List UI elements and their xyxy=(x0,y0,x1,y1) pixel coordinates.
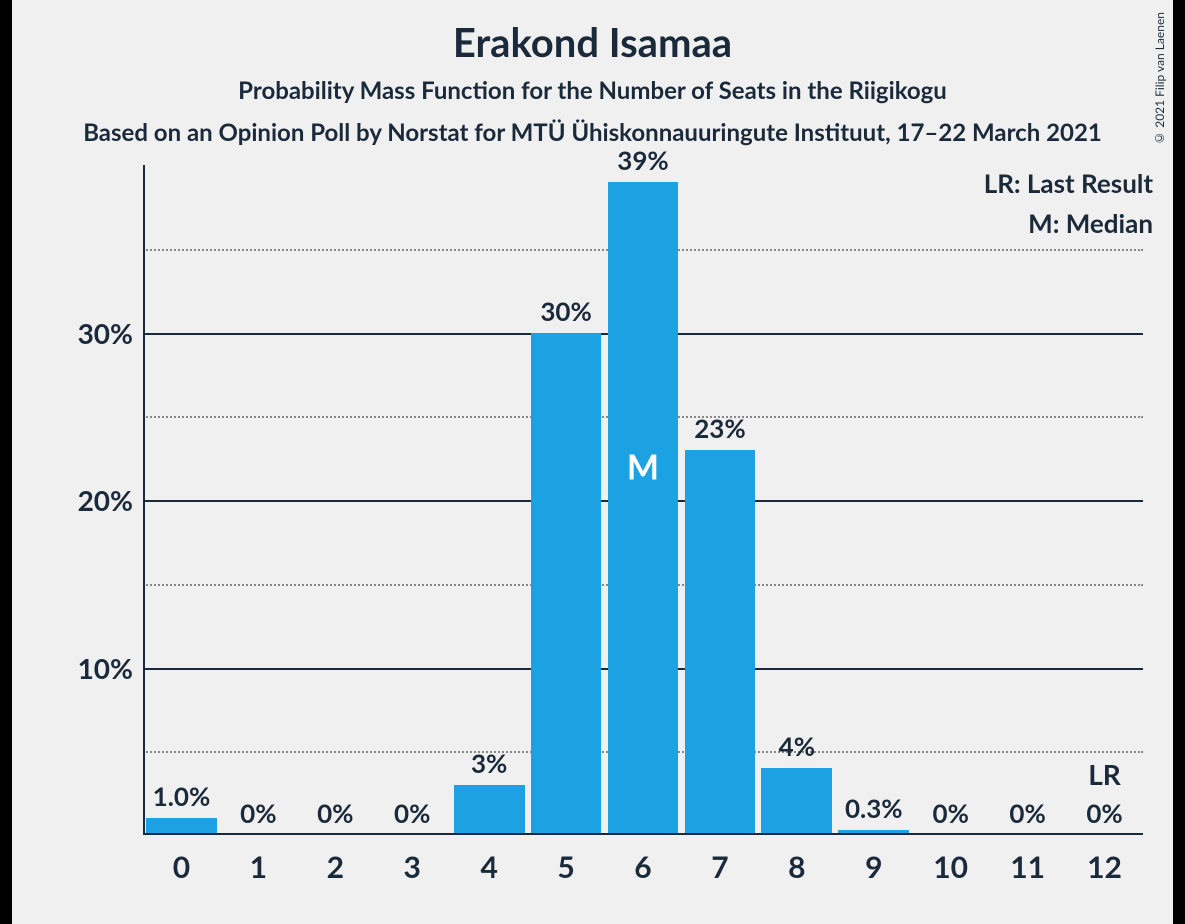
x-tick-label: 9 xyxy=(836,849,912,885)
bar-value-label: 0.3% xyxy=(836,792,912,824)
x-axis xyxy=(143,833,1143,835)
bar-value-label: 0% xyxy=(990,797,1066,829)
bar xyxy=(454,785,525,835)
y-tick-label: 20% xyxy=(43,483,133,517)
x-tick-label: 11 xyxy=(990,849,1066,885)
bar xyxy=(685,450,756,835)
x-tick-label: 7 xyxy=(682,849,758,885)
last-result-marker: LR xyxy=(1088,757,1121,791)
bar-value-label: 0% xyxy=(220,797,296,829)
bar xyxy=(761,768,832,835)
x-tick-label: 3 xyxy=(374,849,450,885)
bar-value-label: 0% xyxy=(913,797,989,829)
bar-value-label: 0% xyxy=(1067,797,1143,829)
x-tick-label: 4 xyxy=(451,849,527,885)
plot-area: 1.0%00%10%20%33%430%539%623%74%80.3%90%1… xyxy=(143,165,1143,835)
y-tick-label: 10% xyxy=(43,651,133,685)
y-tick-label: 30% xyxy=(43,316,133,350)
x-tick-label: 1 xyxy=(220,849,296,885)
bar-value-label: 1.0% xyxy=(143,780,219,812)
bar-value-label: 39% xyxy=(605,144,681,176)
chart-subtitle-2: Based on an Opinion Poll by Norstat for … xyxy=(0,118,1185,147)
legend-last-result: LR: Last Result xyxy=(984,167,1153,199)
bar-value-label: 0% xyxy=(297,797,373,829)
legend-median: M: Median xyxy=(1028,207,1153,239)
x-tick-label: 12 xyxy=(1067,849,1143,885)
bar-value-label: 23% xyxy=(682,412,758,444)
bar-value-label: 0% xyxy=(374,797,450,829)
chart-container: 1.0%00%10%20%33%430%539%623%74%80.3%90%1… xyxy=(48,155,1163,900)
y-axis xyxy=(143,165,145,835)
x-tick-label: 5 xyxy=(528,849,604,885)
bar xyxy=(531,333,602,836)
bar xyxy=(608,182,679,835)
x-tick-label: 8 xyxy=(759,849,835,885)
bar-value-label: 3% xyxy=(451,747,527,779)
x-tick-label: 6 xyxy=(605,849,681,885)
chart-title: Erakond Isamaa xyxy=(0,18,1185,66)
x-tick-label: 10 xyxy=(913,849,989,885)
bar-value-label: 30% xyxy=(528,295,604,327)
median-marker: M xyxy=(627,447,659,488)
x-tick-label: 0 xyxy=(143,849,219,885)
bar-value-label: 4% xyxy=(759,730,835,762)
x-tick-label: 2 xyxy=(297,849,373,885)
chart-subtitle-1: Probability Mass Function for the Number… xyxy=(0,76,1185,105)
